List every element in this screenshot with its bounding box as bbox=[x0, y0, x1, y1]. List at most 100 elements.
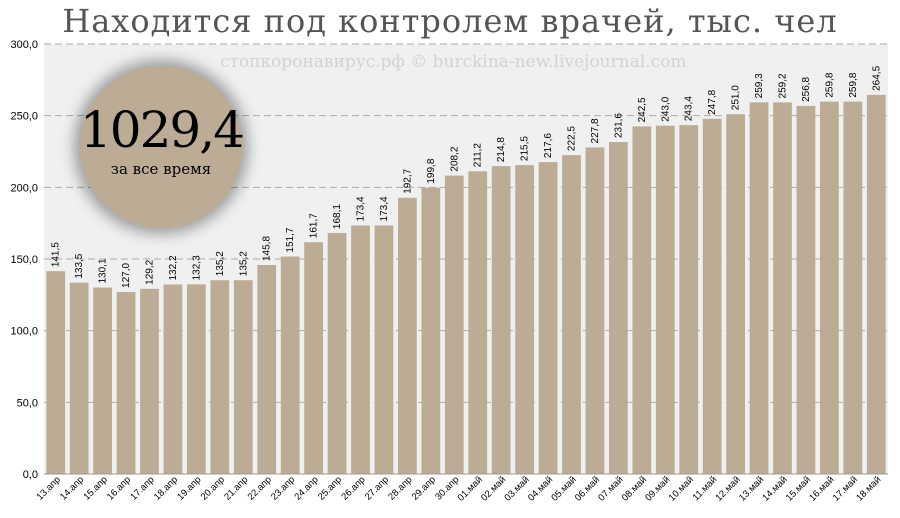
data-label: 135,2 bbox=[215, 251, 226, 276]
bar bbox=[398, 197, 417, 474]
x-tick-label: 13.апр bbox=[35, 474, 63, 502]
bar bbox=[585, 147, 605, 474]
x-axis-ticks: 13.апр14.апр15.апр16.апр17.апр18.апр19.а… bbox=[35, 474, 884, 503]
data-label: 132,2 bbox=[168, 255, 179, 280]
badge-caption: за все время bbox=[110, 160, 212, 178]
data-label: 168,1 bbox=[332, 204, 343, 229]
x-tick-label: 14.май bbox=[760, 474, 789, 503]
x-tick-label: 11.май bbox=[691, 474, 720, 503]
x-tick-label: 04.май bbox=[526, 474, 555, 503]
data-label: 215,5 bbox=[520, 136, 531, 161]
total-badge: 1029,4 за все время bbox=[80, 66, 245, 228]
x-tick-label: 01.май bbox=[456, 474, 485, 503]
x-tick-label: 15.апр bbox=[82, 474, 110, 502]
data-label: 130,1 bbox=[98, 258, 109, 283]
data-label: 259,8 bbox=[848, 72, 859, 97]
data-label: 227,8 bbox=[590, 118, 601, 143]
data-label: 256,8 bbox=[801, 76, 812, 101]
data-label: 264,5 bbox=[871, 65, 882, 90]
x-tick-label: 28.апр bbox=[386, 474, 414, 502]
data-label: 217,6 bbox=[543, 133, 554, 158]
data-label: 173,4 bbox=[356, 196, 367, 221]
x-tick-label: 08.май bbox=[620, 474, 649, 503]
x-tick-label: 09.май bbox=[643, 474, 672, 503]
bar bbox=[163, 284, 183, 474]
y-tick-label: 150,0 bbox=[10, 254, 38, 266]
bar bbox=[609, 142, 628, 475]
data-label: 145,8 bbox=[262, 236, 273, 261]
y-tick-label: 300,0 bbox=[10, 39, 38, 51]
data-label: 251,0 bbox=[731, 85, 742, 110]
data-label: 192,7 bbox=[402, 168, 413, 193]
y-axis-ticks: 0,0 50,0 100,0 150,0 200,0 250,0 300,0 bbox=[10, 39, 38, 481]
bar bbox=[46, 271, 66, 474]
data-label: 242,5 bbox=[637, 97, 648, 122]
data-label: 222,5 bbox=[567, 126, 578, 151]
bar bbox=[374, 225, 394, 474]
y-tick-label: 250,0 bbox=[10, 111, 38, 123]
badge-total: 1029,4 bbox=[80, 101, 245, 159]
x-tick-label: 22.апр bbox=[246, 474, 274, 502]
bars bbox=[46, 94, 886, 475]
bar bbox=[632, 126, 652, 475]
x-tick-label: 07.май bbox=[596, 474, 625, 503]
x-tick-label: 13.май bbox=[737, 474, 766, 503]
bar bbox=[116, 291, 136, 474]
data-label: 199,8 bbox=[426, 158, 437, 183]
bar bbox=[820, 101, 839, 475]
y-tick-label: 50,0 bbox=[17, 397, 38, 409]
x-tick-label: 23.апр bbox=[269, 474, 297, 502]
data-label: 231,6 bbox=[613, 113, 624, 138]
data-label: 243,4 bbox=[684, 96, 695, 121]
x-tick-label: 10.май bbox=[667, 474, 696, 503]
bar bbox=[257, 265, 277, 474]
bar bbox=[93, 287, 112, 474]
x-tick-label: 25.апр bbox=[316, 474, 344, 502]
data-label: 208,2 bbox=[449, 146, 460, 171]
bar bbox=[233, 280, 253, 474]
bar bbox=[515, 165, 534, 474]
data-label: 151,7 bbox=[285, 227, 296, 252]
x-tick-label: 05.май bbox=[549, 474, 578, 503]
data-label: 214,8 bbox=[496, 137, 507, 162]
watermark: стопкоронавирус.рф © burckina-new.livejo… bbox=[220, 52, 687, 72]
data-label: 259,3 bbox=[754, 73, 765, 98]
y-tick-label: 200,0 bbox=[10, 182, 38, 194]
bar bbox=[140, 288, 159, 474]
data-label: 211,2 bbox=[473, 143, 484, 168]
x-tick-label: 12.май bbox=[714, 474, 743, 503]
bar bbox=[351, 225, 370, 474]
bar bbox=[562, 155, 581, 475]
bar bbox=[421, 187, 441, 474]
bar bbox=[491, 166, 511, 474]
x-tick-label: 16.май bbox=[807, 474, 836, 503]
data-label: 129,2 bbox=[145, 259, 156, 284]
bar bbox=[702, 118, 722, 474]
bar bbox=[69, 282, 89, 474]
data-label: 135,2 bbox=[238, 251, 249, 276]
data-label: 173,4 bbox=[379, 196, 390, 221]
bar bbox=[773, 102, 792, 474]
bar bbox=[796, 105, 816, 475]
bar bbox=[468, 171, 488, 474]
data-label: 132,3 bbox=[191, 255, 202, 280]
bar bbox=[866, 94, 886, 474]
data-label: 259,2 bbox=[778, 73, 789, 98]
data-label: 259,8 bbox=[824, 72, 835, 97]
value-labels: 141,5 133,5 130,1 127,0 129,2 132,2 132,3 135,2… bbox=[51, 65, 883, 288]
bar bbox=[655, 125, 675, 474]
y-tick-label: 0,0 bbox=[23, 469, 38, 481]
bar bbox=[843, 101, 863, 475]
x-tick-label: 17.апр bbox=[128, 474, 156, 502]
x-tick-label: 18.апр bbox=[152, 474, 180, 502]
bar bbox=[444, 175, 464, 474]
x-tick-label: 26.апр bbox=[339, 474, 367, 502]
x-tick-label: 24.апр bbox=[293, 474, 321, 502]
x-tick-label: 03.май bbox=[503, 474, 532, 503]
chart-title: Находится под контролем врачей, тыс. чел bbox=[62, 2, 838, 40]
x-tick-label: 17.май bbox=[831, 474, 860, 503]
data-label: 133,5 bbox=[74, 253, 85, 278]
x-tick-label: 06.май bbox=[573, 474, 602, 503]
data-label: 243,0 bbox=[660, 96, 671, 121]
bar bbox=[187, 284, 206, 474]
